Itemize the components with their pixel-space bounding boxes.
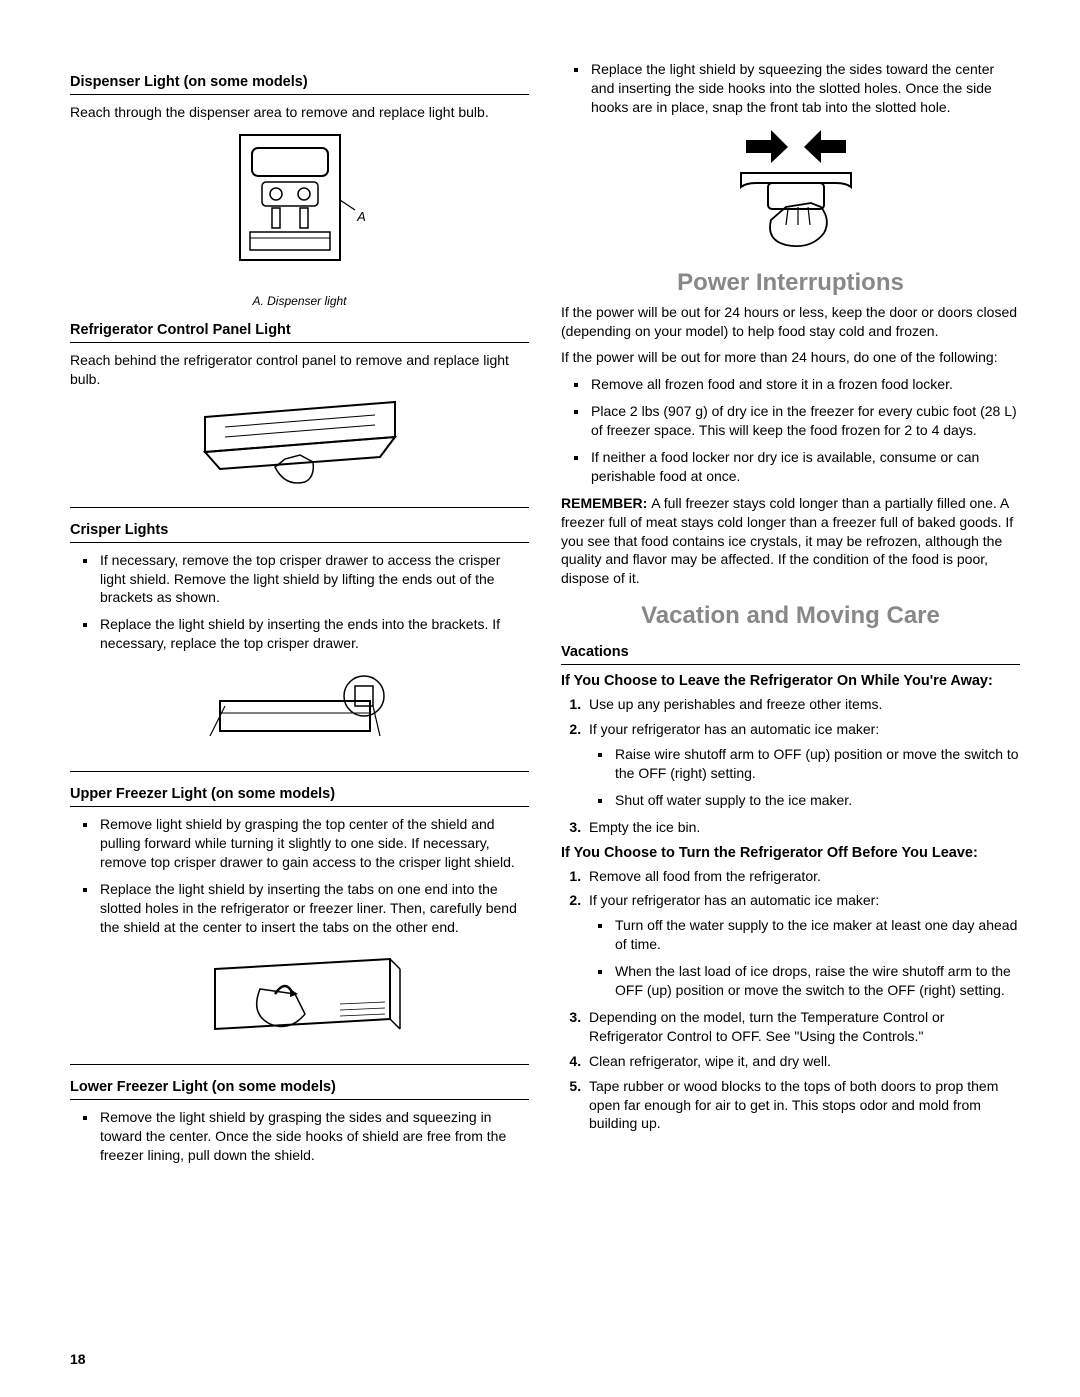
list-item: If your refrigerator has an automatic ic… — [585, 720, 1020, 810]
control-panel-heading: Refrigerator Control Panel Light — [70, 322, 529, 343]
rule — [70, 1064, 529, 1065]
list-item: Replace the light shield by squeezing th… — [589, 60, 1020, 117]
dispenser-figure: A A. Dispenser light — [70, 130, 529, 308]
list-item: Replace the light shield by inserting th… — [98, 615, 529, 653]
list-item: Remove light shield by grasping the top … — [98, 815, 529, 872]
control-panel-figure — [70, 397, 529, 497]
list-item: When the last load of ice drops, raise t… — [613, 962, 1020, 1000]
squeeze-icon — [716, 125, 876, 255]
dispenser-heading: Dispenser Light (on some models) — [70, 74, 529, 95]
control-panel-icon — [185, 397, 415, 497]
power-p2: If the power will be out for more than 2… — [561, 348, 1020, 367]
leave-off-heading: If You Choose to Turn the Refrigerator O… — [561, 845, 1020, 861]
lower-freezer-heading: Lower Freezer Light (on some models) — [70, 1079, 529, 1100]
rule — [70, 771, 529, 772]
squeeze-figure — [571, 125, 1020, 255]
control-panel-body: Reach behind the refrigerator control pa… — [70, 351, 529, 389]
upper-freezer-heading: Upper Freezer Light (on some models) — [70, 786, 529, 807]
dispenser-icon — [220, 130, 380, 270]
rule — [70, 507, 529, 508]
label-a: A — [357, 209, 366, 224]
leave-on-list: Use up any perishables and freeze other … — [561, 695, 1020, 836]
vacation-title: Vacation and Moving Care — [561, 602, 1020, 630]
power-title: Power Interruptions — [561, 269, 1020, 297]
list-item: Use up any perishables and freeze other … — [585, 695, 1020, 714]
crisper-figure — [70, 661, 529, 761]
power-list: Remove all frozen food and store it in a… — [561, 375, 1020, 485]
leave-off-list: Remove all food from the refrigerator. I… — [561, 867, 1020, 1134]
list-item: Place 2 lbs (907 g) of dry ice in the fr… — [589, 402, 1020, 440]
dispenser-body: Reach through the dispenser area to remo… — [70, 103, 529, 122]
off-2-sublist: Turn off the water supply to the ice mak… — [589, 916, 1020, 1000]
page-columns: Dispenser Light (on some models) Reach t… — [70, 60, 1020, 1173]
list-item: Replace the light shield by inserting th… — [98, 880, 529, 937]
vacations-heading: Vacations — [561, 644, 1020, 665]
list-item: Tape rubber or wood blocks to the tops o… — [585, 1077, 1020, 1134]
list-item: Empty the ice bin. — [585, 818, 1020, 837]
on-2-text: If your refrigerator has an automatic ic… — [589, 721, 879, 737]
remember-paragraph: REMEMBER: A full freezer stays cold long… — [561, 494, 1020, 588]
power-p1: If the power will be out for 24 hours or… — [561, 303, 1020, 341]
list-item: Depending on the model, turn the Tempera… — [585, 1008, 1020, 1046]
lower-freezer-list: Remove the light shield by grasping the … — [70, 1108, 529, 1165]
list-item: Raise wire shutoff arm to OFF (up) posit… — [613, 745, 1020, 783]
list-item: If neither a food locker nor dry ice is … — [589, 448, 1020, 486]
on-2-sublist: Raise wire shutoff arm to OFF (up) posit… — [589, 745, 1020, 810]
page-number: 18 — [70, 1351, 86, 1367]
upper-freezer-list: Remove light shield by grasping the top … — [70, 815, 529, 936]
left-column: Dispenser Light (on some models) Reach t… — [70, 60, 529, 1173]
dispenser-caption: A. Dispenser light — [70, 294, 529, 308]
list-item: Turn off the water supply to the ice mak… — [613, 916, 1020, 954]
list-item: Clean refrigerator, wipe it, and dry wel… — [585, 1052, 1020, 1071]
leave-on-heading: If You Choose to Leave the Refrigerator … — [561, 673, 1020, 689]
upper-freezer-icon — [190, 944, 410, 1054]
list-item: Remove all frozen food and store it in a… — [589, 375, 1020, 394]
crisper-heading: Crisper Lights — [70, 522, 529, 543]
list-item: If necessary, remove the top crisper dra… — [98, 551, 529, 608]
crisper-icon — [200, 661, 400, 761]
right-column: Replace the light shield by squeezing th… — [561, 60, 1020, 1173]
top-bullet-list: Replace the light shield by squeezing th… — [561, 60, 1020, 117]
crisper-list: If necessary, remove the top crisper dra… — [70, 551, 529, 653]
upper-freezer-figure — [70, 944, 529, 1054]
list-item: Remove the light shield by grasping the … — [98, 1108, 529, 1165]
remember-label: REMEMBER: — [561, 495, 651, 511]
off-2-text: If your refrigerator has an automatic ic… — [589, 892, 879, 908]
list-item: Shut off water supply to the ice maker. — [613, 791, 1020, 810]
list-item: If your refrigerator has an automatic ic… — [585, 891, 1020, 999]
list-item: Remove all food from the refrigerator. — [585, 867, 1020, 886]
